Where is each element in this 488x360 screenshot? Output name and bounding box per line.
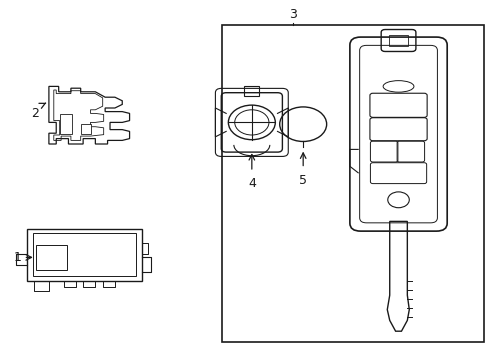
Bar (244, 85, 259, 96)
Text: 2: 2 (31, 107, 39, 120)
Text: 1: 1 (13, 251, 21, 264)
Bar (81, 124, 91, 134)
Bar (388, 35, 407, 46)
Text: 5: 5 (299, 174, 306, 187)
Text: 3: 3 (289, 8, 297, 21)
Bar (222, 25, 483, 342)
Bar (36, 245, 67, 270)
Bar (33, 233, 136, 276)
Bar (27, 229, 142, 281)
Text: 4: 4 (247, 177, 255, 190)
Bar (60, 114, 72, 134)
